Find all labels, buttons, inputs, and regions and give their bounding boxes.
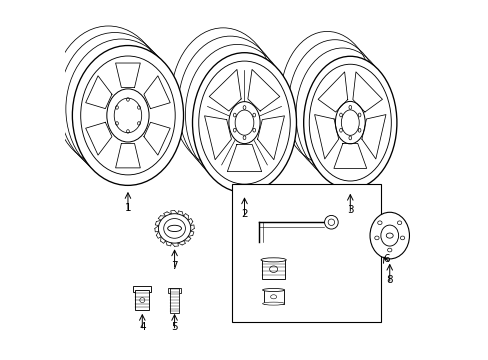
Text: 6: 6 <box>382 253 388 264</box>
Ellipse shape <box>228 102 260 144</box>
Bar <box>135 290 149 310</box>
Ellipse shape <box>262 302 284 305</box>
Ellipse shape <box>261 258 285 262</box>
Bar <box>169 288 179 313</box>
Bar <box>263 290 283 303</box>
Text: 7: 7 <box>171 261 178 271</box>
Ellipse shape <box>335 102 365 144</box>
Ellipse shape <box>192 53 296 193</box>
Text: 2: 2 <box>241 209 247 219</box>
Text: 8: 8 <box>386 275 392 285</box>
Text: 3: 3 <box>346 205 353 215</box>
Ellipse shape <box>369 212 408 259</box>
Ellipse shape <box>106 89 149 142</box>
Bar <box>133 285 151 292</box>
Ellipse shape <box>72 45 183 185</box>
Bar <box>168 288 181 293</box>
Ellipse shape <box>324 215 338 229</box>
Text: 5: 5 <box>171 321 178 332</box>
Ellipse shape <box>262 288 284 292</box>
Text: 4: 4 <box>139 321 145 332</box>
Ellipse shape <box>303 56 396 189</box>
Bar <box>231 184 380 321</box>
Bar <box>262 260 285 279</box>
Ellipse shape <box>158 214 190 243</box>
Text: 1: 1 <box>124 203 131 213</box>
